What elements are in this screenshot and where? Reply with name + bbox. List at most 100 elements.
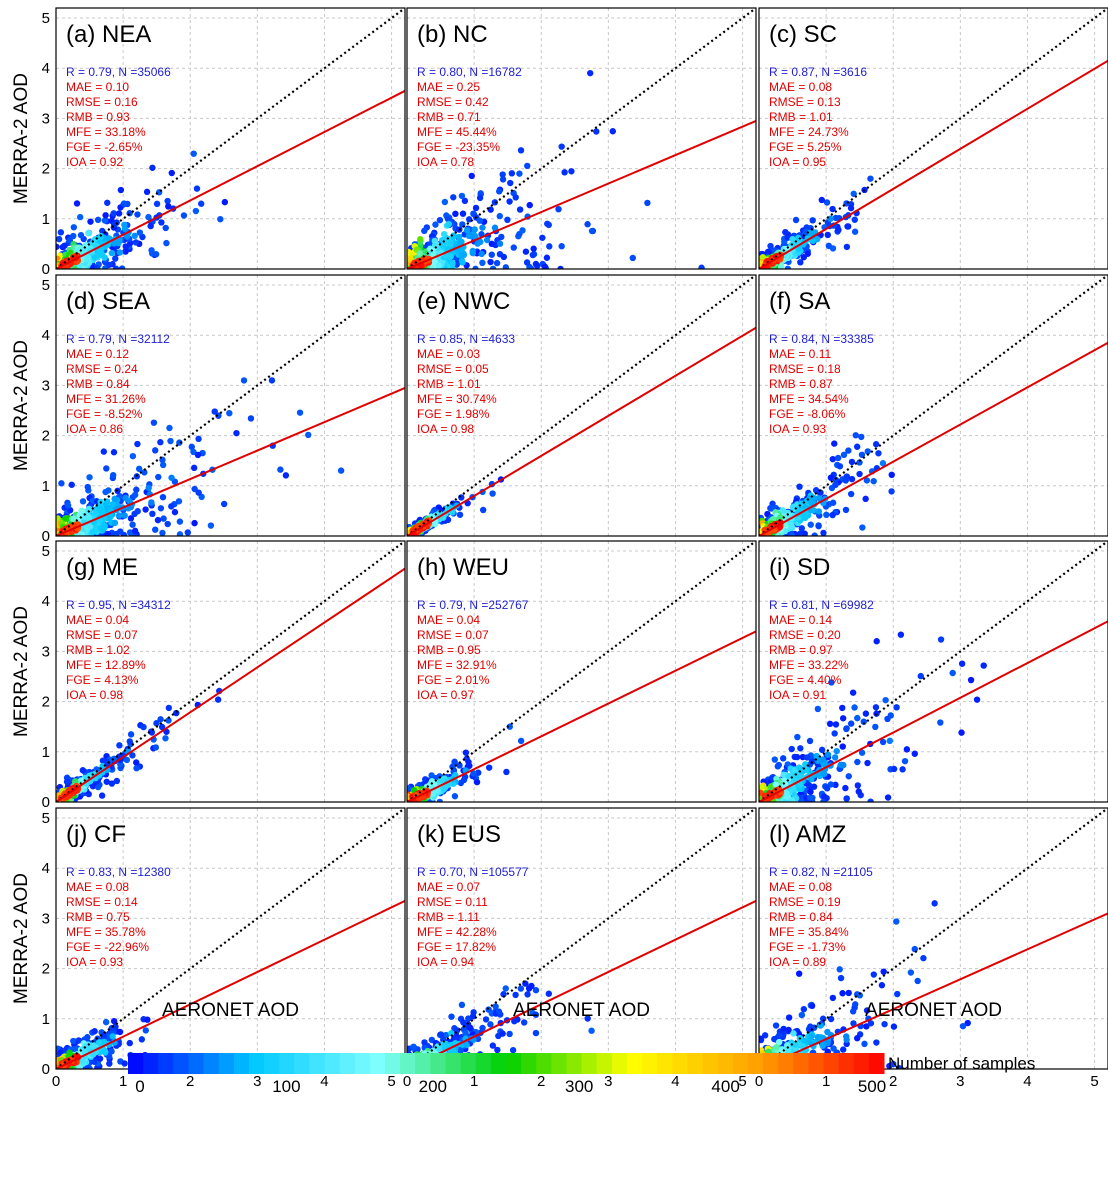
data-point	[797, 781, 804, 788]
data-point	[798, 525, 806, 532]
data-point	[159, 529, 166, 536]
data-point	[827, 215, 834, 222]
data-point	[807, 788, 814, 795]
data-point	[870, 477, 877, 485]
data-point	[129, 452, 137, 460]
grid	[759, 275, 1108, 536]
data-point	[188, 443, 195, 451]
data-point	[63, 778, 71, 785]
stat-line: FGE = -23.35%	[417, 140, 500, 154]
data-point	[842, 506, 850, 514]
data-point	[282, 472, 290, 479]
data-point	[813, 752, 820, 760]
data-point	[108, 249, 116, 257]
stat-line: MFE = 30.74%	[417, 392, 497, 406]
data-point	[847, 490, 855, 498]
data-point	[917, 672, 924, 680]
data-point	[445, 220, 452, 228]
data-point	[147, 222, 154, 230]
stat-line: RMSE = 0.05	[417, 362, 489, 376]
data-point	[452, 210, 459, 218]
data-point	[543, 254, 551, 261]
data-point	[817, 489, 824, 496]
data-point	[487, 206, 494, 213]
data-point	[544, 220, 551, 227]
data-point	[524, 162, 531, 170]
data-point	[937, 719, 944, 726]
data-point	[872, 723, 879, 731]
data-point	[195, 435, 202, 443]
data-point	[101, 254, 108, 261]
regression-line	[407, 326, 756, 536]
data-point	[190, 150, 197, 157]
data-point	[131, 232, 138, 240]
data-point	[516, 206, 524, 213]
data-point	[839, 715, 847, 722]
data-point	[479, 224, 486, 231]
data-point	[184, 529, 191, 536]
data-point	[797, 259, 804, 266]
data-point	[851, 704, 858, 711]
data-point	[860, 718, 867, 725]
data-point	[887, 712, 894, 719]
data-point	[788, 796, 796, 802]
data-point	[457, 779, 465, 787]
data-point	[159, 493, 167, 501]
data-point	[847, 204, 855, 212]
axes-frame	[406, 274, 757, 537]
data-point	[875, 450, 882, 457]
stat-line: IOA = 0.78	[417, 155, 474, 169]
data-point	[487, 258, 494, 266]
data-point	[541, 263, 549, 269]
data-point	[417, 236, 424, 243]
data-point	[94, 251, 102, 258]
data-point	[428, 778, 436, 785]
y-tick-label: 2	[42, 161, 50, 178]
data-point	[145, 484, 152, 492]
data-point	[113, 530, 120, 536]
data-point	[485, 764, 493, 771]
data-point	[958, 660, 966, 667]
data-point	[112, 255, 119, 262]
point-cloud	[407, 723, 525, 802]
data-point	[584, 221, 591, 228]
data-point	[110, 449, 118, 456]
data-point	[440, 785, 448, 793]
data-point	[175, 498, 183, 505]
data-point	[890, 765, 898, 773]
data-point	[558, 143, 565, 150]
data-point	[451, 758, 458, 765]
y-tick-label: 5	[42, 543, 50, 560]
data-point	[555, 205, 562, 213]
data-point	[441, 198, 449, 206]
stat-line: RMB = 1.01	[417, 377, 481, 391]
data-point	[767, 242, 774, 250]
data-point	[848, 475, 856, 483]
data-point	[450, 232, 457, 239]
data-point	[774, 763, 781, 770]
data-point	[818, 746, 826, 754]
data-point	[152, 526, 159, 533]
data-point	[823, 511, 830, 519]
data-point	[458, 252, 465, 259]
data-point	[165, 203, 172, 210]
data-point	[832, 721, 840, 728]
data-point	[593, 128, 600, 135]
data-point	[143, 188, 151, 196]
regression-line	[759, 59, 1108, 269]
data-point	[458, 192, 466, 200]
data-point	[807, 229, 814, 237]
data-point	[89, 265, 96, 269]
data-point	[158, 723, 166, 731]
data-point	[277, 466, 284, 473]
data-point	[432, 221, 439, 228]
data-point	[214, 696, 222, 703]
data-point	[845, 773, 852, 780]
data-point	[836, 463, 844, 470]
r-n-stat: R = 0.85, N =4633	[417, 332, 515, 346]
data-point	[58, 480, 65, 487]
data-point	[133, 759, 140, 766]
data-point	[176, 518, 184, 525]
